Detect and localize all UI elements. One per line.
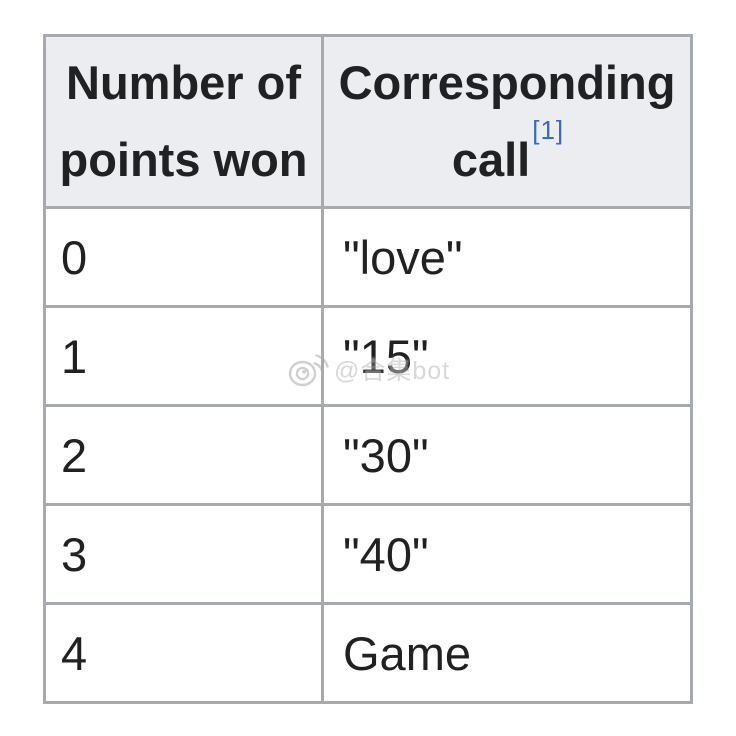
points-cell: 4 xyxy=(43,602,324,704)
call-cell: "30" xyxy=(321,404,693,506)
header-row: Number of points won Corresponding call[… xyxy=(43,34,693,209)
header-call-label: Corresponding call xyxy=(338,56,676,186)
header-points-label: Number of points won xyxy=(59,56,308,186)
table-row: 1 "15" xyxy=(43,305,693,407)
call-cell: "40" xyxy=(321,503,693,605)
reference-link[interactable]: [1] xyxy=(532,115,564,145)
call-cell: "15" xyxy=(321,305,693,407)
reference-1-link[interactable]: [1] xyxy=(532,114,565,145)
points-cell: 1 xyxy=(43,305,324,407)
call-cell: Game xyxy=(321,602,693,704)
table-row: 2 "30" xyxy=(43,404,693,506)
table-row: 4 Game xyxy=(43,602,693,704)
header-cell-points: Number of points won xyxy=(43,34,324,209)
points-cell: 3 xyxy=(43,503,324,605)
table-row: 3 "40" xyxy=(43,503,693,605)
points-cell: 0 xyxy=(43,206,324,308)
tennis-scoring-table: Number of points won Corresponding call[… xyxy=(43,34,693,704)
header-cell-call: Corresponding call[1] xyxy=(321,34,693,209)
points-cell: 2 xyxy=(43,404,324,506)
table-row: 0 "love" xyxy=(43,206,693,308)
call-cell: "love" xyxy=(321,206,693,308)
